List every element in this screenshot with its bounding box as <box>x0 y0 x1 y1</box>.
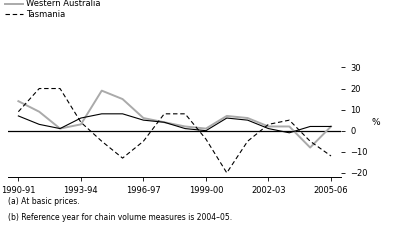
Tasmania <box>120 157 125 159</box>
Tasmania <box>162 112 167 115</box>
Western Australia <box>162 121 167 124</box>
Australia <box>37 123 42 126</box>
Tasmania <box>204 138 208 141</box>
Western Australia <box>141 117 146 119</box>
Western Australia <box>120 98 125 100</box>
Australia <box>16 115 21 117</box>
Australia <box>141 119 146 121</box>
Text: (a) At basic prices.: (a) At basic prices. <box>8 197 79 207</box>
Legend: Australia, Western Australia, Tasmania: Australia, Western Australia, Tasmania <box>1 0 104 22</box>
Western Australia <box>308 146 312 149</box>
Australia <box>329 125 333 128</box>
Australia <box>79 117 83 119</box>
Western Australia <box>266 125 271 128</box>
Western Australia <box>287 125 292 128</box>
Tasmania <box>141 140 146 143</box>
Western Australia <box>79 123 83 126</box>
Tasmania <box>329 155 333 157</box>
Y-axis label: %: % <box>372 118 381 127</box>
Australia <box>245 119 250 121</box>
Australia <box>287 131 292 134</box>
Western Australia <box>183 125 187 128</box>
Tasmania <box>58 87 62 90</box>
Western Australia <box>224 115 229 117</box>
Western Australia <box>99 89 104 92</box>
Australia <box>58 127 62 130</box>
Text: (b) Reference year for chain volume measures is 2004–05.: (b) Reference year for chain volume meas… <box>8 213 232 222</box>
Tasmania <box>224 171 229 174</box>
Tasmania <box>183 112 187 115</box>
Tasmania <box>99 140 104 143</box>
Line: Australia: Australia <box>18 114 331 133</box>
Australia <box>224 117 229 119</box>
Tasmania <box>287 119 292 121</box>
Western Australia <box>329 125 333 128</box>
Australia <box>183 127 187 130</box>
Line: Tasmania: Tasmania <box>18 89 331 173</box>
Australia <box>162 121 167 124</box>
Western Australia <box>58 127 62 130</box>
Australia <box>204 129 208 132</box>
Western Australia <box>16 100 21 103</box>
Western Australia <box>204 127 208 130</box>
Australia <box>308 125 312 128</box>
Tasmania <box>37 87 42 90</box>
Line: Western Australia: Western Australia <box>18 91 331 148</box>
Tasmania <box>79 121 83 124</box>
Western Australia <box>37 110 42 113</box>
Tasmania <box>16 110 21 113</box>
Tasmania <box>266 123 271 126</box>
Australia <box>99 112 104 115</box>
Australia <box>120 112 125 115</box>
Australia <box>266 127 271 130</box>
Western Australia <box>245 117 250 119</box>
Tasmania <box>308 140 312 143</box>
Tasmania <box>245 140 250 143</box>
